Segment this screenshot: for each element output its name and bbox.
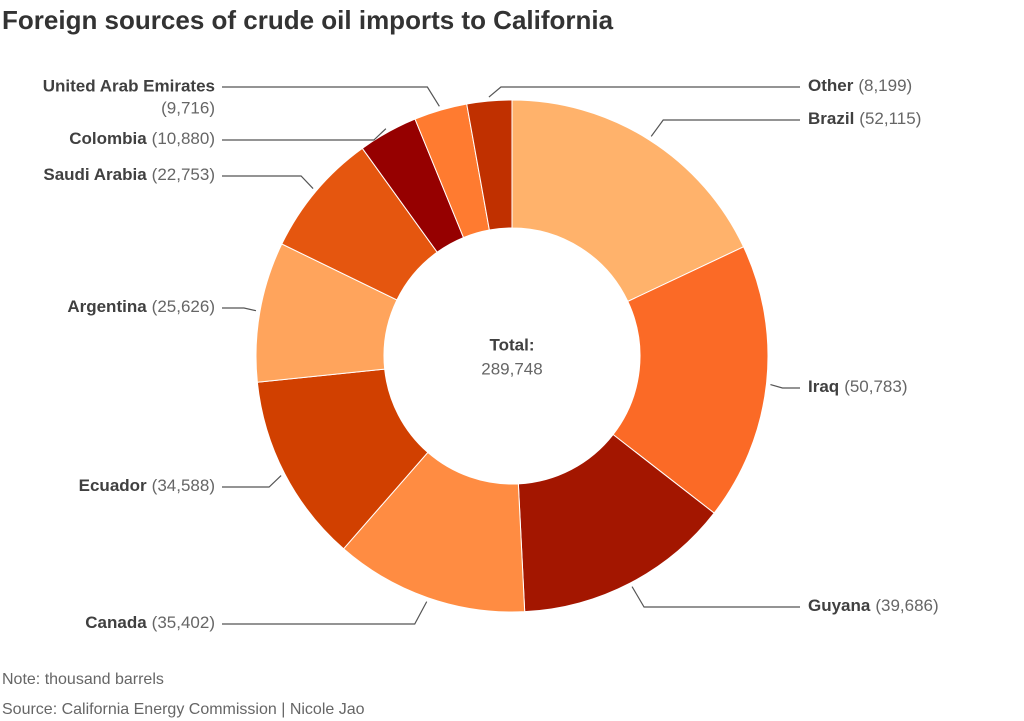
leader-line [650, 119, 800, 137]
slice [517, 433, 715, 613]
leader-line [770, 383, 800, 389]
slice-label-group: Brazil (52,115) [808, 109, 921, 128]
slice-label-group: Argentina (25,626) [67, 297, 215, 316]
slice-value-label: (52,115) [859, 109, 921, 128]
slice-label: Iraq [808, 377, 839, 396]
slice-value-label: (22,753) [152, 165, 215, 184]
total-value: 289,748 [481, 359, 542, 378]
slice-value-label: (39,686) [875, 596, 938, 615]
leader-line [631, 586, 800, 608]
slice-label-group: Iraq (50,783) [808, 377, 908, 396]
slice-label-group: Other (8,199) [808, 76, 912, 95]
slice-label: Ecuador [79, 476, 147, 495]
slice-value-label: (34,588) [152, 476, 215, 495]
slice-label: Colombia [69, 129, 147, 148]
slice-value-label: (10,880) [152, 129, 215, 148]
leader-line [488, 86, 800, 98]
slice-label: United Arab Emirates [43, 76, 215, 95]
slice-value-label: (35,402) [152, 613, 215, 632]
slice-label: Canada [85, 613, 147, 632]
leader-line [222, 601, 428, 625]
slice-label-group: Saudi Arabia (22,753) [43, 165, 215, 184]
leader-line [222, 475, 282, 488]
slice-label: Saudi Arabia [43, 165, 147, 184]
slice-label-group: Guyana (39,686) [808, 596, 939, 615]
slice-label-group: Colombia (10,880) [69, 129, 215, 148]
leader-line [222, 307, 257, 312]
slice [466, 99, 513, 231]
chart-title: Foreign sources of crude oil imports to … [2, 5, 614, 35]
slice-value-label: (8,199) [858, 76, 912, 95]
slice-label: Argentina [67, 297, 147, 316]
leader-line [222, 86, 440, 107]
slice-value-label: (25,626) [152, 297, 215, 316]
slice-label-group: Ecuador (34,588) [79, 476, 215, 495]
source: Source: California Energy Commission | N… [2, 701, 365, 718]
slice-label: Guyana [808, 596, 871, 615]
slice [511, 99, 745, 303]
leader-line [222, 175, 314, 189]
slice-label: Brazil [808, 109, 854, 128]
slice-value-label: (50,783) [844, 377, 907, 396]
slice [612, 246, 769, 514]
slice-label: Other [808, 76, 854, 95]
total-label: Total: [489, 335, 534, 354]
note: Note: thousand barrels [2, 671, 164, 688]
leader-line [222, 128, 387, 141]
slice-value-label: (9,716) [161, 98, 215, 117]
slice-label-group: Canada (35,402) [85, 613, 215, 632]
